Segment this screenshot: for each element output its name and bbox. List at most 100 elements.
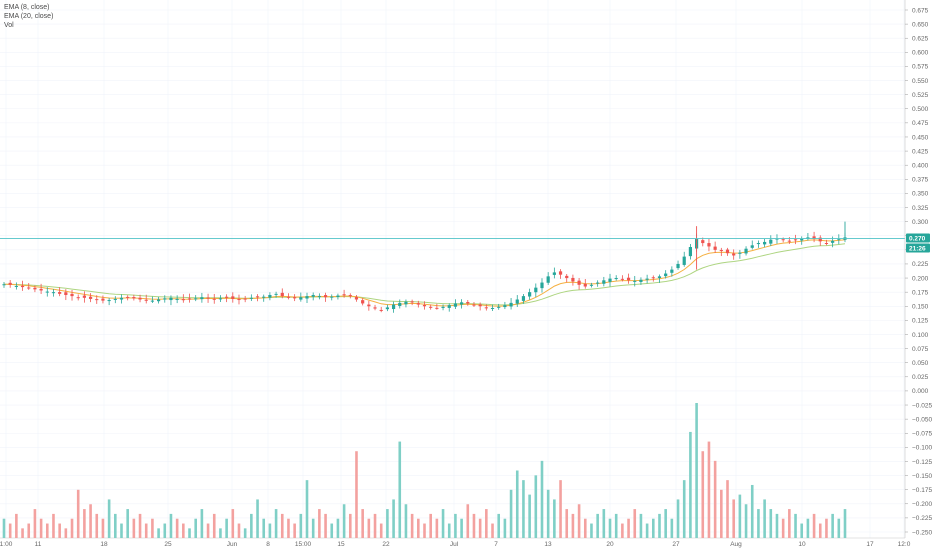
candle-body (534, 287, 538, 293)
volume-bar (169, 513, 173, 538)
price-tick-label: 0.500 (912, 106, 929, 113)
volume-bar (163, 523, 167, 538)
volume-bar (750, 484, 754, 538)
volume-bar (15, 513, 18, 538)
volume-bar (608, 518, 612, 538)
price-axis[interactable]: 0.675 0.650 0.625 0.600 0.575 0.550 0.525 0.500… (905, 7, 932, 536)
candle-body (169, 297, 173, 301)
volume-bar (553, 499, 556, 538)
candle-body (243, 298, 247, 300)
volume-bar (757, 509, 760, 538)
candle-body (58, 292, 62, 294)
time-tick-label: 8 (266, 541, 270, 548)
volume-bar (837, 518, 841, 538)
candle-body (484, 307, 488, 309)
candle-body (336, 295, 340, 297)
candle-body (713, 246, 717, 250)
candle-body (286, 296, 291, 298)
volume-bar (658, 513, 661, 538)
candle-body (608, 278, 612, 282)
candle-body (515, 299, 519, 304)
volume-bar (503, 518, 507, 538)
volume-bar (138, 513, 142, 538)
candle-body (490, 307, 495, 309)
candle-body (651, 277, 655, 279)
volume-bar (843, 509, 847, 538)
volume-bar (447, 523, 451, 538)
time-tick-label: 12:0 (898, 541, 911, 548)
volume-bar (466, 504, 470, 538)
volume-bar (701, 451, 705, 538)
volume-bar (726, 480, 729, 538)
candle-body (107, 300, 111, 302)
candle-body (639, 279, 643, 283)
candle-body (602, 280, 606, 284)
candle-body (503, 305, 507, 308)
time-axis[interactable]: 1:00 11 18 25 Jun 8 15:00 15 22 Jul 7 13 20 27 Aug 10 17… (0, 541, 911, 548)
price-tick-label: 0.550 (912, 78, 929, 85)
price-tick-label: −0.050 (912, 416, 932, 423)
volume-bar (534, 475, 538, 538)
volume-bar (806, 518, 810, 538)
volume-bar (596, 513, 599, 538)
volume-bar (720, 489, 723, 538)
volume-bar (497, 513, 501, 538)
volume-bar (775, 513, 779, 538)
volume-bar (386, 509, 389, 538)
time-tick-label: 20 (606, 541, 614, 548)
volume-bar (788, 509, 791, 538)
candle-body (14, 285, 18, 287)
volume-bar (219, 528, 222, 538)
volume-bar (546, 489, 550, 538)
candle-body (8, 282, 12, 285)
candle-body (82, 295, 86, 298)
candle-body (453, 303, 458, 307)
volume-bar (515, 470, 519, 538)
candle-body (280, 292, 284, 297)
volume-bar (175, 518, 179, 538)
volume-bar (621, 523, 624, 538)
volume-bar (825, 518, 828, 538)
candle-body (416, 303, 420, 305)
candle-body (744, 248, 748, 254)
legend-vol[interactable]: Vol (4, 22, 14, 29)
grid-lines (0, 0, 905, 539)
price-tick-label: 0.025 (912, 374, 929, 381)
price-tick-label: −0.075 (912, 431, 932, 438)
candle-body (391, 304, 396, 310)
volume-bar (831, 513, 834, 538)
candle-body (787, 240, 791, 242)
candle-body (237, 299, 241, 301)
volume-bar (144, 523, 148, 538)
volume-bar (311, 518, 315, 538)
candle-body (249, 297, 253, 299)
time-tick-label: 1:00 (0, 541, 13, 548)
candle-body (144, 299, 148, 301)
candle-body (596, 282, 600, 284)
volume-bar (107, 499, 111, 538)
price-tick-label: 0.675 (912, 7, 929, 14)
candle-body (373, 307, 377, 309)
candle-body (70, 293, 74, 297)
volume-bar (528, 494, 531, 538)
legend-ema8[interactable]: EMA (8, close) (4, 4, 50, 11)
price-tick-label: −0.100 (912, 445, 932, 452)
candle-body (218, 298, 223, 300)
candle-body (466, 301, 470, 304)
candle-body (323, 295, 328, 298)
legend-ema20[interactable]: EMA (20, close) (4, 13, 54, 20)
price-tick-label: 0.350 (912, 191, 929, 198)
volume-bar (491, 523, 494, 538)
price-tick-label: 0.475 (912, 120, 929, 127)
candle-body (633, 280, 637, 282)
volume-bar (27, 523, 31, 538)
candle-body (528, 292, 532, 297)
candles (2, 221, 847, 313)
price-tick-label: −0.150 (912, 473, 932, 480)
volume-bar (348, 513, 352, 538)
volume-bar (583, 518, 587, 538)
volume-bar (509, 489, 513, 538)
volume-bar (571, 513, 575, 538)
price-tick-label: 0.450 (912, 134, 929, 141)
